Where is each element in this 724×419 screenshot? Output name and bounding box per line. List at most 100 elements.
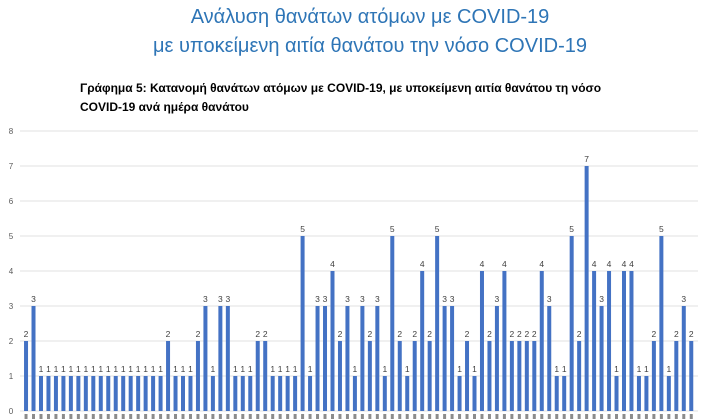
x-tick-label-clipped <box>144 414 148 419</box>
data-label: 5 <box>390 224 395 234</box>
data-label: 1 <box>83 364 88 374</box>
data-label: 1 <box>614 364 619 374</box>
x-tick-label-clipped <box>473 414 477 419</box>
y-tick-label: 1 <box>9 372 14 381</box>
x-tick-label-clipped <box>360 414 364 419</box>
bar <box>614 376 619 411</box>
data-label: 2 <box>427 329 432 339</box>
data-label: 1 <box>666 364 671 374</box>
x-tick-label-clipped <box>129 414 133 419</box>
data-label: 2 <box>517 329 522 339</box>
x-tick-label-clipped <box>323 414 327 419</box>
x-tick-label-clipped <box>159 414 163 419</box>
data-label: 3 <box>323 294 328 304</box>
bar <box>173 376 178 411</box>
report-header: Ανάλυση θανάτων ατόμων με COVID-19 με υπ… <box>0 3 724 61</box>
data-label: 1 <box>270 364 275 374</box>
x-tick-label-clipped <box>188 414 192 419</box>
x-tick-label-clipped <box>420 414 424 419</box>
bar <box>278 376 283 411</box>
bar <box>532 341 537 411</box>
data-label: 4 <box>592 259 597 269</box>
bar <box>337 341 342 411</box>
bar <box>405 376 410 411</box>
bar <box>83 376 88 411</box>
bar <box>136 376 141 411</box>
data-label: 1 <box>562 364 567 374</box>
bar <box>390 236 395 411</box>
bar <box>203 306 208 411</box>
x-tick-label-clipped <box>517 414 521 419</box>
x-tick-label-clipped <box>99 414 103 419</box>
data-label: 5 <box>435 224 440 234</box>
x-tick-label-clipped <box>607 414 611 419</box>
x-tick-label-clipped <box>24 414 28 419</box>
bar <box>61 376 66 411</box>
data-label: 1 <box>233 364 238 374</box>
data-label: 3 <box>360 294 365 304</box>
data-label: 3 <box>31 294 36 304</box>
bar <box>315 306 320 411</box>
bar <box>181 376 186 411</box>
bar <box>121 376 126 411</box>
x-tick-label-clipped <box>345 414 349 419</box>
bar <box>248 376 253 411</box>
data-label: 1 <box>91 364 96 374</box>
y-tick-label: 2 <box>9 337 14 346</box>
x-tick-label-clipped <box>674 414 678 419</box>
data-label: 1 <box>106 364 111 374</box>
x-tick-label-clipped <box>622 414 626 419</box>
x-tick-label-clipped <box>689 414 693 419</box>
bar <box>270 376 275 411</box>
data-label: 1 <box>644 364 649 374</box>
bar <box>435 236 440 411</box>
x-tick-label-clipped <box>644 414 648 419</box>
y-tick-label: 0 <box>9 407 14 416</box>
data-label: 1 <box>173 364 178 374</box>
data-label: 5 <box>569 224 574 234</box>
x-tick-label-clipped <box>256 414 260 419</box>
bar <box>91 376 96 411</box>
data-label: 1 <box>76 364 81 374</box>
x-tick-label-clipped <box>652 414 656 419</box>
x-tick-label-clipped <box>91 414 95 419</box>
x-tick-label-clipped <box>510 414 514 419</box>
x-tick-label-clipped <box>114 414 118 419</box>
bar <box>323 306 328 411</box>
bar <box>113 376 118 411</box>
bar <box>382 376 387 411</box>
chart-title: Γράφημα 5: Κατανομή θανάτων ατόμων με CO… <box>80 79 601 117</box>
data-label: 3 <box>599 294 604 304</box>
x-tick-label-clipped <box>532 414 536 419</box>
data-label: 2 <box>689 329 694 339</box>
x-tick-label-clipped <box>106 414 110 419</box>
data-label: 4 <box>502 259 507 269</box>
y-tick-label: 4 <box>9 267 14 276</box>
bar <box>143 376 148 411</box>
bar <box>450 306 455 411</box>
data-label: 4 <box>420 259 425 269</box>
x-tick-label-clipped <box>316 414 320 419</box>
bar <box>524 341 529 411</box>
x-tick-label-clipped <box>263 414 267 419</box>
x-tick-label-clipped <box>293 414 297 419</box>
x-tick-label-clipped <box>413 414 417 419</box>
x-tick-label-clipped <box>330 414 334 419</box>
x-tick-label-clipped <box>301 414 305 419</box>
bar <box>225 306 230 411</box>
bar <box>68 376 73 411</box>
bar <box>592 271 597 411</box>
x-tick-label-clipped <box>390 414 394 419</box>
data-label: 1 <box>54 364 59 374</box>
bar <box>98 376 103 411</box>
chart-title-line-2: COVID-19 ανά ημέρα θανάτου <box>80 100 249 114</box>
x-tick-label-clipped <box>502 414 506 419</box>
data-label: 2 <box>577 329 582 339</box>
bar <box>263 341 268 411</box>
bar <box>53 376 58 411</box>
x-tick-label-clipped <box>46 414 50 419</box>
bar <box>479 271 484 411</box>
data-label: 4 <box>622 259 627 269</box>
bar <box>352 376 357 411</box>
data-label: 1 <box>211 364 216 374</box>
